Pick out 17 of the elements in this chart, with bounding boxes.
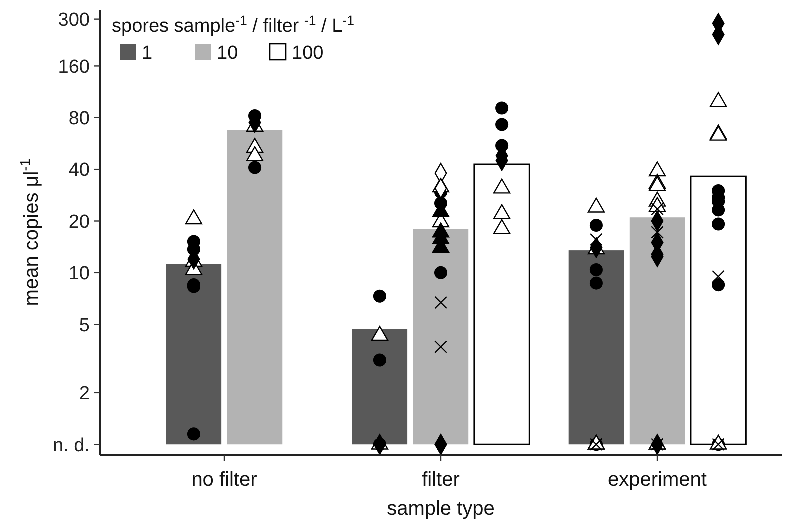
- y-tick-label: 5: [79, 315, 90, 336]
- y-tick-label: 40: [68, 160, 90, 182]
- y-tick-label: n. d.: [53, 435, 90, 456]
- legend-title: spores sample$^{-1}$ / filter $^{-1}$ / L$^{-1}$: [112, 12, 354, 37]
- legend-label: 1: [142, 43, 153, 64]
- y-tick-label: 10: [68, 264, 90, 285]
- legend-label: 100: [292, 43, 324, 64]
- x-tick-label: experiment: [608, 469, 708, 491]
- x-tick-label: filter: [422, 469, 460, 491]
- y-tick-label: 20: [68, 212, 90, 233]
- y-tick-label: 2: [79, 384, 90, 405]
- x-tick-label: no filter: [192, 469, 258, 491]
- y-tick-label: 300: [58, 10, 90, 31]
- x-axis-title: sample type: [387, 498, 495, 520]
- y-tick-label: 160: [58, 56, 90, 78]
- legend-label: 10: [217, 43, 238, 64]
- y-tick-label: 80: [68, 108, 90, 130]
